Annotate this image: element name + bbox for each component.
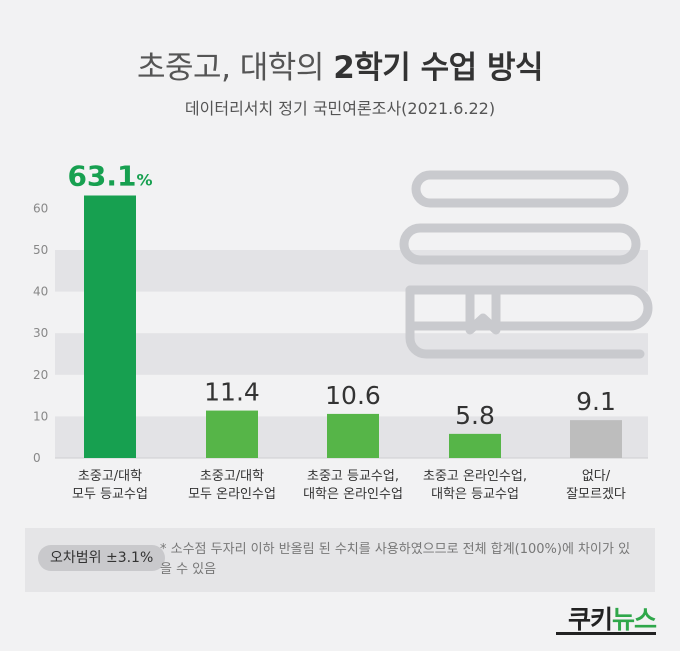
bar: [570, 420, 622, 458]
book-stack-icon: [399, 170, 653, 359]
value-label: 10.6: [325, 381, 381, 410]
x-tick-label: 초중고 온라인수업, 대학은 등교수업: [423, 469, 527, 502]
logo-underline: [556, 632, 656, 635]
y-tick-label: 50: [33, 243, 48, 257]
x-tick-label: 초중고 등교수업, 대학은 온라인수업: [303, 469, 403, 502]
value-label: 63.1%: [67, 160, 152, 193]
y-tick-label: 40: [33, 285, 48, 299]
y-tick-label: 60: [33, 201, 48, 215]
y-tick-label: 0: [33, 451, 41, 465]
x-tick-label: 없다/ 잘모르겠다: [566, 469, 626, 502]
x-tick-label: 초중고/대학 모두 등교수업: [72, 469, 148, 502]
x-tick-label: 초중고/대학 모두 온라인수업: [188, 469, 276, 502]
margin-of-error-badge: 오차범위 ±3.1%: [38, 545, 166, 571]
y-tick-label: 20: [33, 368, 48, 382]
bar: [206, 410, 258, 458]
y-tick-label: 10: [33, 409, 48, 423]
value-label: 5.8: [455, 401, 495, 430]
chart-subtitle: 데이터리서치 정기 국민여론조사(2021.6.22): [184, 99, 496, 118]
brand-logo: 쿠키뉴스: [567, 605, 657, 634]
value-label: 11.4: [204, 378, 260, 407]
footnote: * 소수점 두자리 이하 반올림 된 수치를 사용하였으므로 전체 합계(100…: [160, 542, 631, 577]
bar: [84, 195, 136, 458]
bar-chart: 0 10 20 30 40 50 60 63.1% 11.4 10.6 5.8 9.1: [33, 160, 653, 465]
bar: [449, 433, 501, 458]
chart-title: 초중고, 대학의 2학기 수업 방식: [137, 50, 543, 86]
y-tick-label: 30: [33, 326, 48, 340]
value-label: 9.1: [576, 387, 616, 416]
bar: [327, 413, 379, 458]
